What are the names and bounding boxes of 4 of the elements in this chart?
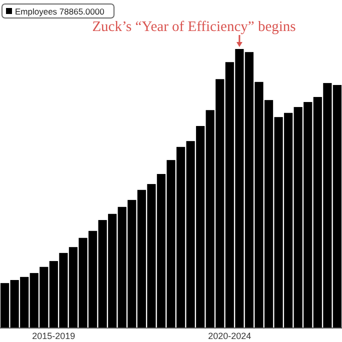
text: Zuck’s “Year of Efficiency” begins bbox=[92, 19, 296, 35]
legend-label: Employees 78865.0000 bbox=[15, 6, 105, 16]
x-tick-label: 2015-2019 bbox=[32, 331, 76, 341]
x-tick-label: 2020-2024 bbox=[208, 331, 252, 341]
